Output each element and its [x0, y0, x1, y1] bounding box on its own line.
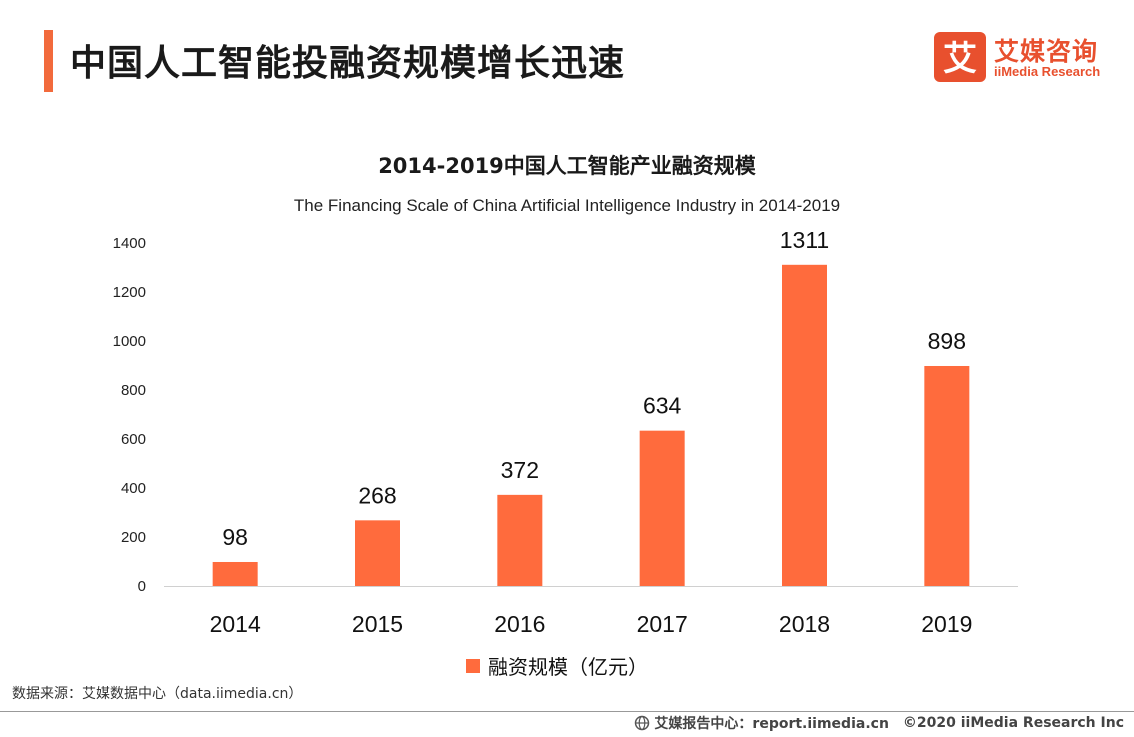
x-tick-label: 2014 — [210, 611, 261, 637]
legend-label: 融资规模（亿元） — [488, 655, 648, 679]
x-tick-label: 2019 — [921, 611, 972, 637]
logo-subtitle: iiMedia Research — [994, 64, 1101, 79]
page-title: 中国人工智能投融资规模增长迅速 — [70, 43, 626, 84]
x-tick-label: 2016 — [494, 611, 545, 637]
title-accent-bar — [44, 30, 53, 92]
y-tick-label: 1400 — [113, 235, 146, 252]
bar — [782, 264, 827, 586]
x-tick-label: 2018 — [779, 611, 830, 637]
data-label: 372 — [501, 457, 539, 483]
footer-divider — [0, 711, 1134, 712]
footer-copyright: ©2020 iiMedia Research Inc — [902, 715, 1124, 731]
bar — [212, 561, 258, 586]
data-label: 98 — [222, 524, 248, 550]
source-note: 数据来源：艾媒数据中心（data.iimedia.cn） — [12, 686, 303, 702]
legend-swatch — [466, 658, 480, 673]
y-tick-label: 0 — [138, 578, 146, 595]
y-tick-label: 200 — [121, 529, 146, 546]
y-tick-label: 600 — [121, 431, 146, 448]
bar — [355, 520, 400, 586]
chart-legend: 融资规模（亿元） — [466, 651, 648, 679]
y-tick-label: 1200 — [113, 284, 146, 301]
data-label: 268 — [358, 482, 396, 508]
chart-title: 2014-2019中国人工智能产业融资规模 — [378, 154, 756, 178]
x-tick-label: 2015 — [352, 611, 403, 637]
logo-mark-icon: 艾 — [934, 32, 986, 82]
bar — [639, 430, 685, 586]
bar — [497, 494, 543, 586]
bar-chart: 0 200 400 600 800 1000 1200 1400 98 2014 268 2015 37… — [113, 227, 1018, 637]
y-tick-label: 800 — [121, 382, 146, 399]
data-label: 898 — [928, 328, 966, 354]
chart-subtitle: The Financing Scale of China Artificial … — [293, 196, 841, 215]
data-label: 1311 — [780, 227, 829, 253]
y-tick-label: 400 — [121, 480, 146, 497]
iimedia-logo: 艾 艾媒咨询 iiMedia Research — [934, 32, 1114, 84]
data-label: 634 — [643, 393, 682, 419]
x-tick-label: 2017 — [637, 611, 688, 637]
y-tick-label: 1000 — [113, 333, 146, 350]
footer: 艾媒报告中心：report.iimedia.cn ©2020 iiMedia Re… — [634, 713, 1124, 733]
globe-icon — [635, 715, 650, 731]
bar — [924, 365, 970, 586]
footer-report-link[interactable]: 艾媒报告中心：report.iimedia.cn — [654, 716, 889, 732]
logo-mark-glyph: 艾 — [943, 39, 977, 79]
logo-name: 艾媒咨询 — [994, 37, 1099, 66]
